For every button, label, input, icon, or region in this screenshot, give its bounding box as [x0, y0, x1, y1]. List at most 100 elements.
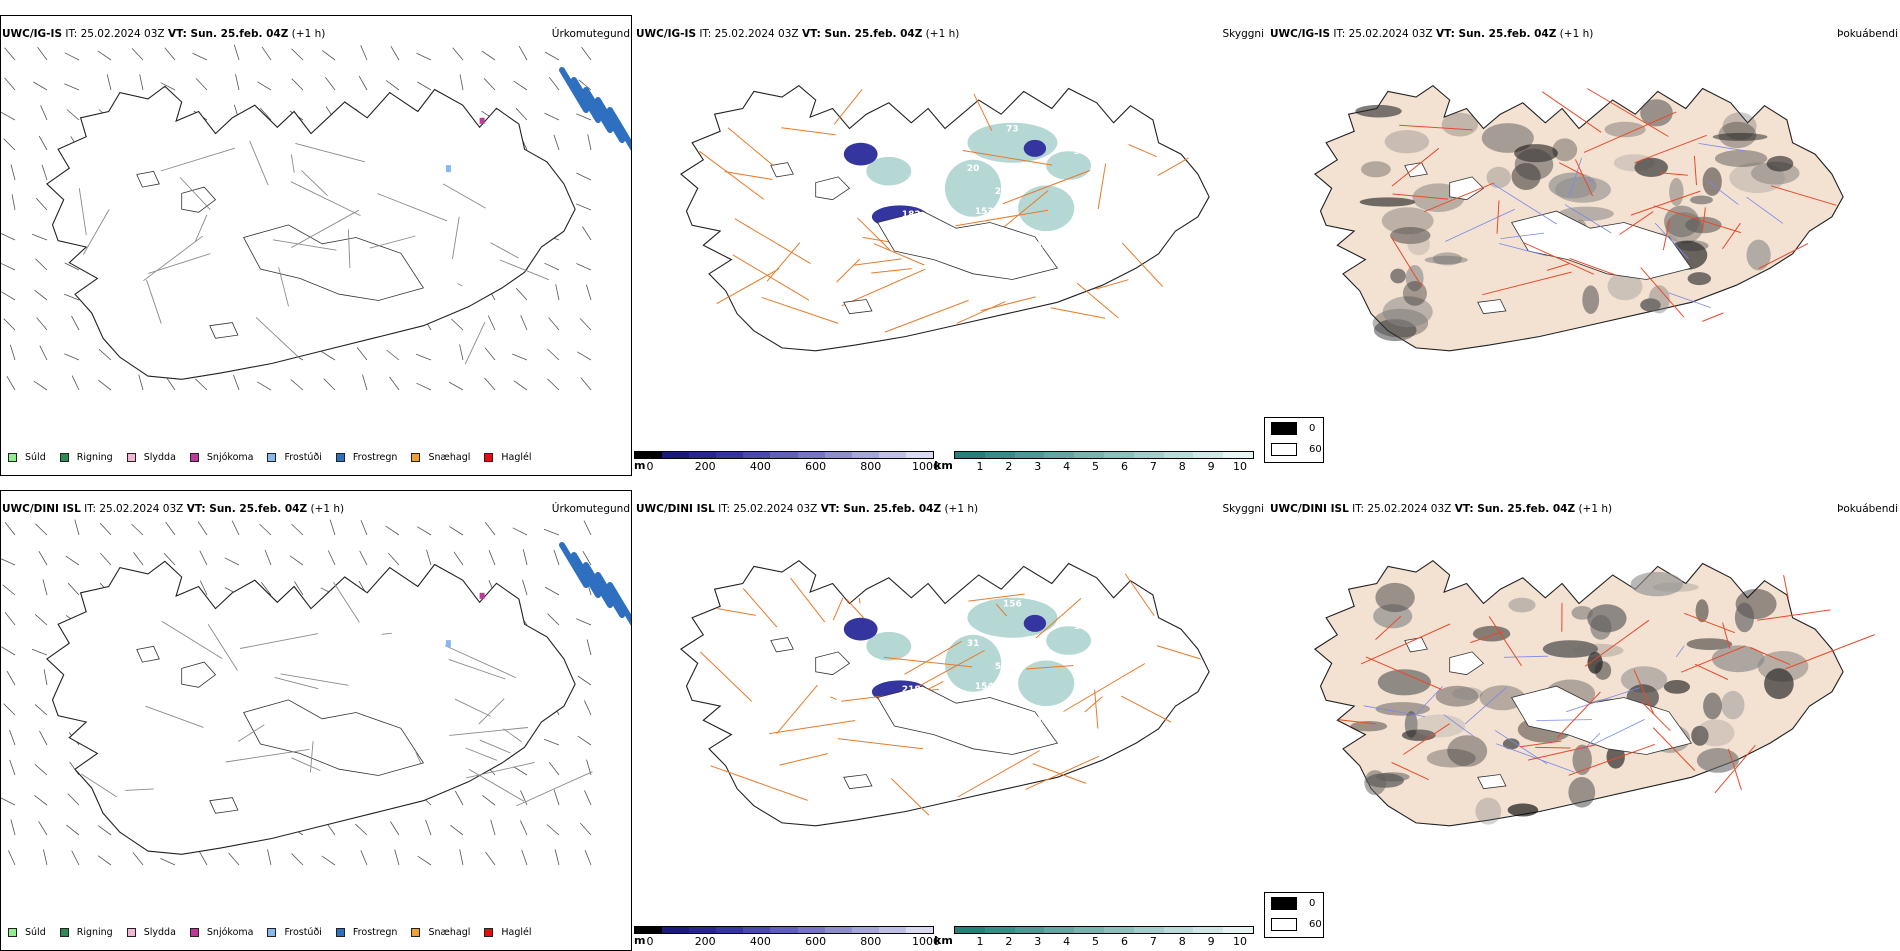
wind-barb [131, 524, 143, 535]
wind-barb [386, 80, 399, 90]
scale-cell [1044, 927, 1074, 933]
wind-barb [482, 51, 495, 60]
panel-title: Þokuábendi [1837, 28, 1898, 40]
wind-barb [139, 375, 143, 390]
fog-area [1350, 721, 1387, 731]
wind-barb [554, 550, 559, 565]
scale-label: 5 [1092, 935, 1099, 948]
scale-cell [1134, 452, 1164, 458]
fog-area [1688, 272, 1711, 285]
scale-label: 9 [1208, 460, 1215, 473]
fog-area [1425, 256, 1468, 264]
row-dini: UWC/DINI ISL IT: 25.02.2024 03Z VT: Sun.… [0, 485, 1900, 950]
wind-barb [41, 105, 47, 120]
scale-label: 0 [647, 935, 654, 948]
wind-barb [72, 316, 80, 330]
wind-barb [388, 553, 399, 565]
legend-label: Haglél [501, 927, 531, 938]
road [1535, 747, 1570, 748]
wind-barb [585, 850, 591, 865]
scale-cell [906, 452, 933, 458]
fog-area [1407, 233, 1430, 255]
legend-swatch [60, 453, 69, 462]
wind-barb [42, 165, 47, 180]
iceland-coastline [47, 561, 575, 854]
panel-title: Skyggni [1223, 503, 1265, 515]
fog-index-map [1268, 515, 1900, 920]
wind-barb [577, 352, 591, 360]
fog-legend-row: 0 [1271, 897, 1315, 910]
legend-label: Slydda [144, 927, 176, 938]
wind-barb [4, 319, 15, 330]
wind-barb [66, 825, 79, 835]
glacier-outline [844, 775, 872, 789]
cloudbase-value: 53 [1074, 147, 1087, 157]
fog-legend-swatch [1271, 443, 1297, 456]
wind-barb [39, 821, 47, 835]
glacier-outline [1478, 300, 1506, 314]
wind-barb [40, 346, 47, 360]
scale-cell [1074, 927, 1104, 933]
wind-barb [522, 850, 527, 865]
scale-cell [716, 452, 743, 458]
wind-barb [361, 850, 367, 865]
scale-cell [798, 927, 825, 933]
road [1702, 313, 1723, 322]
legend-swatch [8, 928, 17, 937]
panel-title: Skyggni [1223, 28, 1265, 40]
cloudbase-value: 182 [902, 210, 921, 220]
wind-barb [236, 74, 240, 90]
wind-barb [66, 556, 79, 565]
wind-barb [581, 378, 591, 390]
wind-barb [160, 858, 175, 865]
cloudbase-scale-cells [634, 451, 934, 459]
fog-area [1721, 691, 1744, 719]
scale-cell [1104, 927, 1134, 933]
wind-barb [234, 375, 240, 390]
wind-barb [576, 264, 591, 271]
wind-barb [40, 731, 48, 745]
wind-barb [100, 523, 111, 535]
wind-barb [1, 112, 15, 120]
legend-label: Frostúði [284, 452, 321, 463]
wind-barb [328, 551, 335, 566]
scale-cell [879, 927, 906, 933]
wind-barb [5, 522, 15, 535]
valid-time: VT: Sun. 25.feb. 04Z [1436, 28, 1556, 40]
legend-item: Slydda [127, 927, 176, 938]
cloudbase-scale-cells [634, 926, 934, 934]
fog-area [1503, 738, 1520, 749]
wind-barb [489, 550, 495, 565]
wind-barb [322, 856, 335, 865]
legend-item: Frostúði [267, 927, 321, 938]
row-ig: UWC/IG-IS IT: 25.02.2024 03Z VT: Sun. 25… [0, 10, 1900, 475]
cloudbase-value: 142 [1037, 241, 1056, 251]
fog-area [1703, 167, 1722, 196]
scale-label: 10 [1233, 460, 1247, 473]
wind-barb [361, 520, 367, 535]
legend-swatch [484, 928, 493, 937]
wind-barb [449, 382, 463, 390]
fog-area [1447, 735, 1487, 767]
scale-cell [906, 927, 933, 933]
valid-time: VT: Sun. 25.feb. 04Z [802, 28, 922, 40]
low-cloudbase-area [1024, 615, 1046, 632]
fog-area [1385, 130, 1430, 153]
wind-barb [107, 75, 111, 91]
fog-area [1568, 777, 1595, 808]
wind-barb [134, 552, 144, 565]
wind-barb [576, 114, 591, 120]
fog-area [1508, 598, 1535, 613]
fog-legend-swatch [1271, 918, 1297, 931]
fog-area [1764, 668, 1794, 699]
wind-barb [229, 853, 240, 865]
cloudbase-value: 34 [1034, 651, 1047, 661]
fog-legend-label: 0 [1309, 898, 1315, 909]
wind-barb [35, 704, 47, 715]
wind-barb [460, 344, 463, 360]
wind-barb [460, 74, 463, 90]
legend-label: Súld [25, 927, 46, 938]
